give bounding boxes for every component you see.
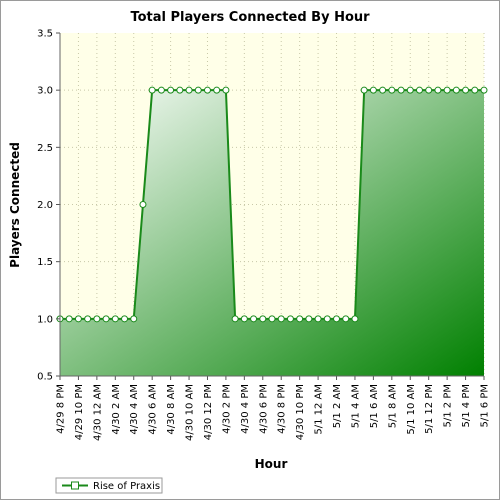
- x-tick-label: 4/30 4 AM: [129, 384, 140, 435]
- x-tick-label: 4/30 6 AM: [148, 384, 159, 435]
- data-point: [434, 86, 442, 94]
- y-axis-ticks: 0.5 1.0 1.5 2.0 2.5 3.0 3.5: [37, 29, 61, 383]
- x-tick-label: 4/30 8 AM: [166, 384, 177, 435]
- x-tick-label: 5/1 8 AM: [387, 384, 398, 428]
- data-point: [130, 315, 138, 323]
- data-point: [167, 86, 175, 94]
- data-point: [379, 86, 387, 94]
- legend-marker: [71, 481, 79, 490]
- data-point: [425, 86, 433, 94]
- data-point: [65, 315, 73, 323]
- x-tick-label: 4/30 10 AM: [185, 384, 196, 441]
- series-points: [56, 86, 488, 323]
- y-tick-label: 3.0: [37, 86, 53, 97]
- data-point: [462, 86, 470, 94]
- data-point: [323, 315, 331, 323]
- data-point: [157, 86, 165, 94]
- y-tick-label: 2.0: [37, 200, 53, 211]
- data-point: [74, 315, 82, 323]
- data-point: [231, 315, 239, 323]
- data-point: [277, 315, 285, 323]
- y-tick-label: 0.5: [37, 372, 53, 383]
- data-point: [84, 315, 92, 323]
- x-tick-label: 5/1 4 AM: [350, 384, 361, 428]
- x-tick-label: 5/1 2 PM: [443, 384, 454, 427]
- data-point: [415, 86, 423, 94]
- x-tick-label: 5/1 6 AM: [369, 384, 380, 428]
- x-tick-label: 4/30 2 AM: [111, 384, 122, 435]
- y-tick-label: 2.5: [37, 143, 53, 154]
- y-axis-label: Players Connected: [8, 142, 22, 268]
- x-tick-label: 5/1 12 AM: [314, 384, 325, 435]
- data-point: [443, 86, 451, 94]
- x-axis-label: Hour: [255, 457, 288, 471]
- data-point: [333, 315, 341, 323]
- data-point: [480, 86, 488, 94]
- x-tick-label: 5/1 2 AM: [332, 384, 343, 428]
- legend: Rise of Praxis: [55, 477, 163, 494]
- data-point: [452, 86, 460, 94]
- x-tick-label: 5/1 4 PM: [461, 384, 472, 427]
- x-tick-label: 5/1 10 AM: [406, 384, 417, 435]
- data-point: [93, 315, 101, 323]
- data-point: [268, 315, 276, 323]
- x-tick-label: 4/29 8 PM: [56, 384, 67, 434]
- data-point: [250, 315, 258, 323]
- y-tick-label: 1.5: [37, 257, 53, 268]
- data-point: [222, 86, 230, 94]
- data-point: [388, 86, 396, 94]
- data-point: [194, 86, 202, 94]
- x-tick-label: 4/30 6 PM: [258, 384, 269, 434]
- x-tick-label: 4/30 8 PM: [277, 384, 288, 434]
- x-tick-label: 4/30 12 PM: [203, 384, 214, 440]
- data-point: [102, 315, 110, 323]
- data-point: [240, 315, 248, 323]
- y-tick-label: 3.5: [37, 29, 53, 40]
- data-point: [471, 86, 479, 94]
- data-point: [296, 315, 304, 323]
- data-point: [139, 201, 147, 208]
- x-tick-label: 4/29 10 PM: [74, 384, 85, 440]
- series-area-fill: [60, 90, 484, 377]
- data-point: [351, 315, 359, 323]
- data-point: [203, 86, 211, 94]
- x-axis-ticks: 4/29 8 PM 4/29 10 PM 4/30 12 AM 4/30 2 AM 4/…: [56, 375, 491, 441]
- data-point: [305, 315, 313, 323]
- data-point: [213, 86, 221, 94]
- chart-title: Total Players Connected By Hour: [130, 10, 370, 25]
- data-point: [286, 315, 294, 323]
- x-tick-label: 4/30 12 AM: [92, 384, 103, 441]
- data-point: [176, 86, 184, 94]
- data-point: [259, 315, 267, 323]
- data-point: [148, 86, 156, 94]
- x-tick-label: 4/30 2 PM: [221, 384, 232, 434]
- data-point: [406, 86, 414, 94]
- x-tick-label: 5/1 6 PM: [480, 384, 491, 427]
- data-point: [111, 315, 119, 323]
- data-point: [360, 86, 368, 94]
- data-point: [397, 86, 405, 94]
- data-point: [369, 86, 377, 94]
- y-tick-label: 1.0: [37, 314, 53, 325]
- data-point: [342, 315, 350, 323]
- legend-series-name: Rise of Praxis: [93, 481, 160, 492]
- x-tick-label: 5/1 12 PM: [424, 384, 435, 434]
- data-point: [121, 315, 129, 323]
- data-point: [185, 86, 193, 94]
- data-point: [314, 315, 322, 323]
- x-tick-label: 4/30 10 PM: [295, 384, 306, 440]
- x-tick-label: 4/30 4 PM: [240, 384, 251, 434]
- legend-box: [55, 477, 163, 494]
